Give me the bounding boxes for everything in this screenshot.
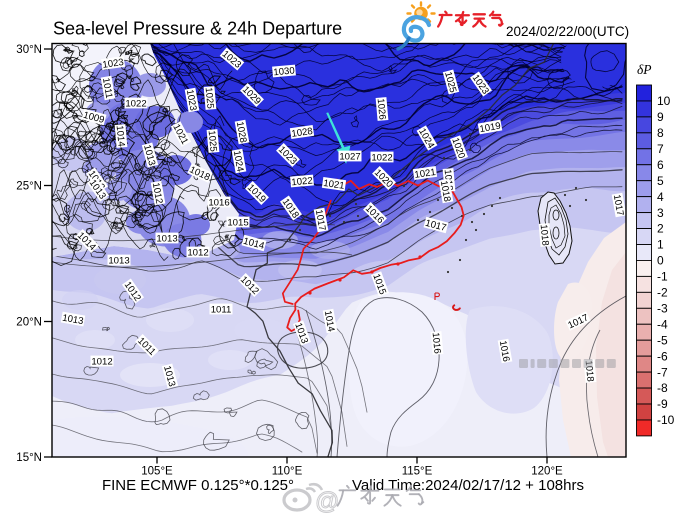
svg-text:1016: 1016 bbox=[497, 340, 512, 363]
svg-text:1013: 1013 bbox=[156, 233, 177, 244]
svg-text:FINE ECMWF 0.125°*0.125°: FINE ECMWF 0.125°*0.125° bbox=[102, 477, 294, 494]
svg-text:5: 5 bbox=[657, 174, 664, 188]
svg-text:1030: 1030 bbox=[273, 65, 295, 78]
svg-text:1015: 1015 bbox=[227, 217, 248, 228]
svg-text:1028: 1028 bbox=[234, 121, 249, 144]
svg-text:110°E: 110°E bbox=[272, 466, 303, 478]
svg-text:δP: δP bbox=[637, 62, 652, 77]
svg-text:1027: 1027 bbox=[339, 151, 360, 162]
svg-text:1025: 1025 bbox=[203, 87, 216, 109]
svg-text:1025: 1025 bbox=[442, 71, 458, 94]
svg-text:3: 3 bbox=[657, 206, 664, 220]
svg-text:-5: -5 bbox=[657, 333, 668, 347]
svg-text:1017: 1017 bbox=[611, 194, 626, 217]
svg-text:1014: 1014 bbox=[322, 310, 337, 334]
svg-text:1014: 1014 bbox=[242, 236, 266, 252]
svg-text:1026: 1026 bbox=[375, 98, 388, 120]
svg-text:7: 7 bbox=[657, 142, 664, 156]
svg-text:1: 1 bbox=[657, 238, 664, 252]
svg-text:9: 9 bbox=[657, 110, 664, 124]
svg-text:-10: -10 bbox=[657, 413, 675, 427]
svg-text:1012: 1012 bbox=[91, 356, 112, 367]
svg-text:1022: 1022 bbox=[125, 98, 146, 109]
svg-text:-6: -6 bbox=[657, 349, 668, 363]
svg-text:1018: 1018 bbox=[538, 224, 551, 246]
svg-text:1013: 1013 bbox=[108, 255, 129, 266]
svg-text:15°N: 15°N bbox=[16, 452, 42, 464]
svg-text:10: 10 bbox=[657, 94, 671, 108]
svg-text:-2: -2 bbox=[657, 286, 668, 300]
svg-text:Valid Time:2024/02/17/12 + 108: Valid Time:2024/02/17/12 + 108hrs bbox=[352, 477, 584, 494]
svg-text:-9: -9 bbox=[657, 397, 668, 411]
svg-text:1018: 1018 bbox=[438, 180, 453, 203]
svg-text:115°E: 115°E bbox=[402, 466, 433, 478]
svg-text:1022: 1022 bbox=[291, 175, 313, 188]
svg-text:1022: 1022 bbox=[371, 152, 392, 163]
svg-text:-3: -3 bbox=[657, 302, 668, 316]
svg-text:1013: 1013 bbox=[161, 365, 177, 388]
svg-text:1028: 1028 bbox=[291, 126, 314, 140]
svg-text:-7: -7 bbox=[657, 365, 668, 379]
svg-text:8: 8 bbox=[657, 126, 664, 140]
svg-text:-1: -1 bbox=[657, 270, 668, 284]
svg-text:1021: 1021 bbox=[323, 178, 346, 192]
svg-text:1017: 1017 bbox=[313, 209, 328, 232]
svg-text:1024: 1024 bbox=[231, 150, 246, 174]
svg-text:Sea-level Pressure & 24h Depar: Sea-level Pressure & 24h Departure bbox=[53, 19, 342, 39]
svg-text:0: 0 bbox=[657, 254, 664, 268]
svg-text:1012: 1012 bbox=[187, 247, 208, 258]
svg-text:1016: 1016 bbox=[208, 197, 229, 208]
svg-text:1017: 1017 bbox=[424, 218, 447, 234]
svg-text:1012: 1012 bbox=[150, 182, 165, 205]
svg-text:1016: 1016 bbox=[430, 332, 443, 354]
svg-text:-8: -8 bbox=[657, 381, 668, 395]
svg-text:1021: 1021 bbox=[414, 167, 437, 181]
svg-text:2024/02/22/00(UTC): 2024/02/22/00(UTC) bbox=[506, 24, 629, 39]
svg-text:1011: 1011 bbox=[211, 304, 232, 315]
svg-text:1013: 1013 bbox=[61, 313, 84, 328]
svg-text:4: 4 bbox=[657, 190, 664, 204]
svg-text:6: 6 bbox=[657, 158, 664, 172]
svg-text:1025: 1025 bbox=[206, 130, 219, 152]
svg-text:1013: 1013 bbox=[141, 144, 157, 167]
svg-text:2: 2 bbox=[657, 222, 664, 236]
svg-text:1014: 1014 bbox=[114, 125, 127, 148]
svg-text:-4: -4 bbox=[657, 317, 668, 331]
svg-text:1023: 1023 bbox=[102, 57, 125, 71]
svg-text:105°E: 105°E bbox=[141, 466, 173, 478]
svg-text:@: @ bbox=[315, 488, 339, 513]
svg-text:1009: 1009 bbox=[82, 110, 105, 126]
svg-text:1011: 1011 bbox=[100, 77, 114, 99]
svg-text:25°N: 25°N bbox=[16, 181, 42, 193]
svg-text:1023: 1023 bbox=[184, 89, 199, 112]
svg-text:30°N: 30°N bbox=[16, 44, 42, 56]
svg-text:20°N: 20°N bbox=[16, 317, 42, 329]
svg-text:120°E: 120°E bbox=[531, 466, 563, 478]
svg-text:1019: 1019 bbox=[479, 121, 502, 136]
